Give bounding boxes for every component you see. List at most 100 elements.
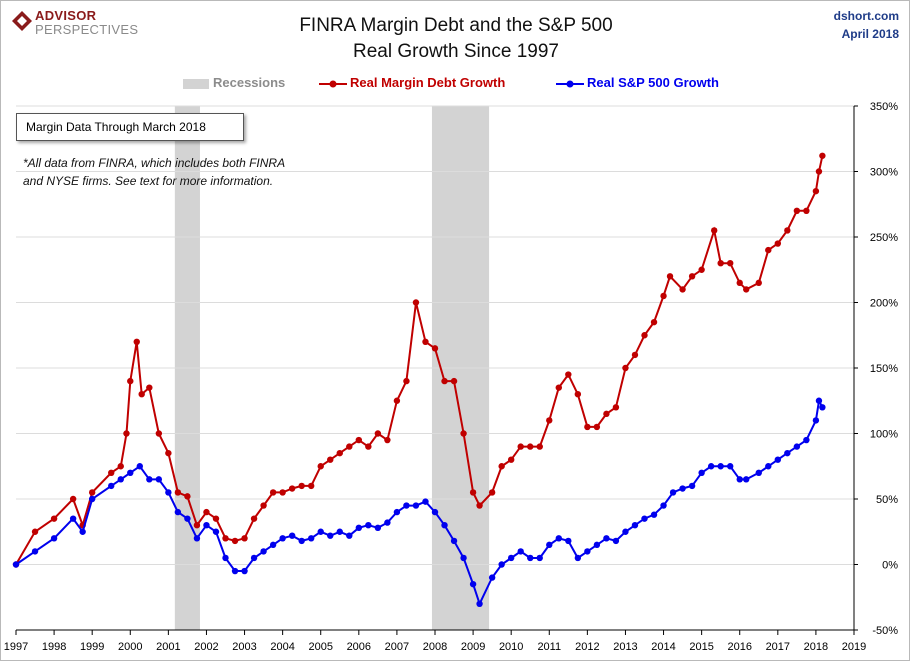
series-1-point-1 (31, 548, 39, 555)
legend-recessions-swatch (183, 78, 209, 89)
legend-recessions: Recessions (183, 75, 285, 90)
series-1-point-71 (727, 463, 734, 470)
tick-label-y-5: 200% (870, 298, 898, 310)
series-0-point-48 (488, 489, 496, 496)
tick-label-x-16: 2013 (613, 641, 637, 653)
series-0-point-18 (203, 508, 210, 516)
series-0-point-63 (631, 351, 639, 359)
series-0-point-60 (603, 410, 610, 418)
series-0-point-38 (393, 397, 401, 404)
series-0-point-23 (250, 515, 258, 522)
tick-label-y-6: 250% (870, 232, 898, 244)
series-0-point-62 (622, 364, 629, 372)
tick-label-x-10: 2007 (385, 641, 409, 653)
series-1-point-44 (469, 580, 477, 588)
series-1-point-40 (431, 508, 439, 516)
series-0-point-24 (260, 502, 267, 509)
legend-sp500-swatch (556, 80, 584, 88)
tick-label-x-0: 1997 (4, 641, 28, 653)
series-1-point-48 (507, 554, 515, 562)
series-1-point-11 (155, 476, 163, 483)
series-0-point-5 (88, 489, 96, 496)
series-1-point-79 (803, 436, 810, 444)
series-1-point-25 (288, 532, 296, 539)
series-0-point-66 (660, 292, 667, 300)
series-0-point-41 (422, 338, 429, 345)
legend-recessions-label: Recessions (213, 75, 286, 90)
series-0-point-75 (743, 286, 750, 293)
series-0-point-61 (612, 404, 620, 411)
series-1-point-64 (660, 502, 667, 509)
series-1-point-35 (384, 519, 391, 526)
series-0-point-55 (555, 384, 562, 391)
series-0-point-51 (517, 443, 524, 450)
series-0-point-56 (565, 371, 572, 378)
series-0-point-80 (793, 207, 801, 214)
series-1-point-32 (355, 524, 363, 532)
series-0-point-44 (450, 377, 458, 385)
series-1-point-43 (460, 554, 467, 562)
series-0-point-43 (441, 377, 448, 385)
series-1-point-19 (231, 567, 239, 575)
series-0-point-1 (31, 528, 39, 535)
series-0-point-8 (123, 430, 130, 437)
tick-label-x-14: 2011 (537, 641, 561, 653)
tick-label-y-0: -50% (872, 625, 898, 637)
series-1-point-27 (308, 535, 315, 542)
series-0-point-53 (536, 443, 543, 450)
series-0-point-9 (127, 377, 134, 385)
series-1-point-17 (212, 528, 220, 535)
series-0-point-78 (774, 240, 782, 247)
series-0-point-36 (374, 430, 382, 437)
series-0-point-58 (584, 423, 591, 431)
series-0-point-70 (698, 266, 705, 273)
series-1-point-41 (441, 522, 448, 529)
series-1-point-46 (488, 574, 496, 581)
series-0-point-82 (812, 187, 820, 195)
series-0-point-7 (117, 463, 124, 470)
series-1-point-15 (193, 535, 201, 542)
series-0-point-79 (784, 227, 791, 234)
series-1-point-80 (812, 417, 820, 424)
tick-label-x-15: 2012 (575, 641, 599, 653)
series-0-point-27 (288, 485, 296, 492)
series-0-point-72 (717, 260, 724, 267)
series-1-point-8 (127, 469, 134, 476)
series-0-point-31 (327, 456, 334, 463)
series-0-point-69 (688, 273, 696, 280)
series-0-point-40 (412, 299, 420, 306)
series-0-point-28 (298, 482, 305, 490)
series-1-point-77 (784, 449, 791, 457)
series-0-point-52 (527, 443, 534, 450)
tick-label-x-20: 2017 (766, 641, 790, 653)
series-line-1 (15, 397, 824, 607)
tick-label-y-8: 350% (870, 101, 898, 113)
series-1-point-2 (50, 535, 58, 542)
series-1-point-5 (88, 495, 96, 503)
logo-line1: ADVISOR (35, 8, 97, 23)
legend-margin-swatch (319, 80, 347, 88)
logo-mark-icon (12, 11, 32, 31)
tick-label-x-13: 2010 (499, 641, 523, 653)
tick-label-x-18: 2015 (689, 641, 713, 653)
series-1-point-60 (622, 528, 629, 535)
date-label: April 2018 (841, 27, 899, 41)
series-1-point-21 (250, 554, 258, 562)
series-0-point-35 (365, 443, 372, 450)
series-1-point-67 (688, 482, 696, 490)
logo-line2: PERSPECTIVES (35, 22, 139, 37)
tick-label-x-17: 2014 (651, 641, 675, 653)
series-1-point-49 (517, 548, 524, 555)
series-1-point-12 (165, 489, 172, 496)
series-0-point-84 (819, 152, 826, 159)
tick-label-x-2: 1999 (80, 641, 104, 653)
series-1-point-24 (279, 535, 286, 542)
series-0-point-21 (231, 537, 239, 545)
series-1-point-34 (374, 524, 382, 532)
series-1-point-57 (593, 541, 601, 549)
chart-title-line2: Real Growth Since 1997 (353, 41, 559, 62)
series-1-point-51 (536, 554, 543, 562)
series-1-point-65 (669, 489, 677, 496)
legend-sp500-label: Real S&P 500 Growth (587, 75, 719, 90)
